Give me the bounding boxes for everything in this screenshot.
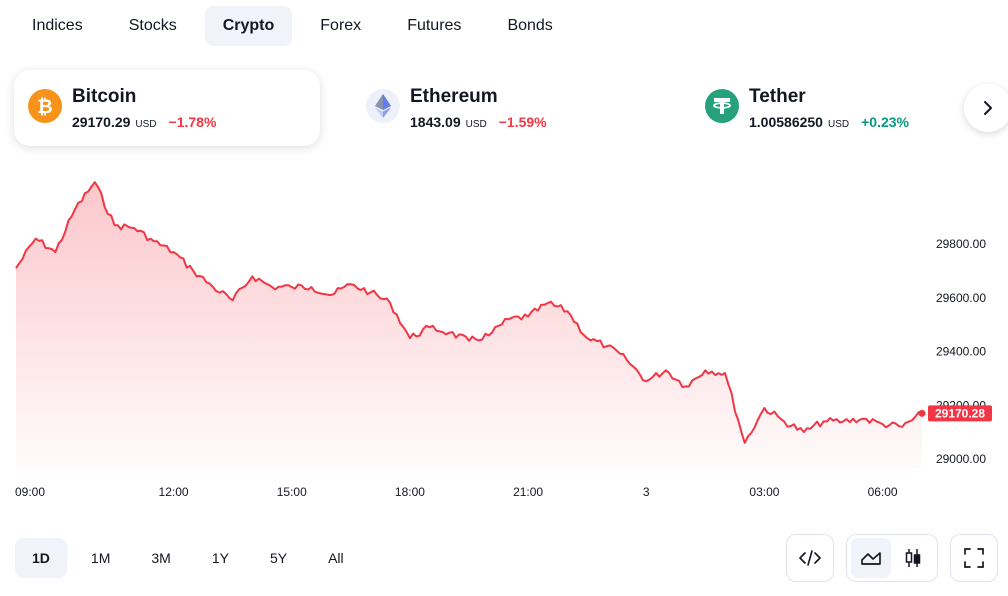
range-all[interactable]: All: [328, 550, 344, 566]
ticker-change: +0.23%: [861, 114, 909, 130]
range-1d[interactable]: 1D: [15, 538, 67, 578]
bitcoin-icon: ₿: [28, 89, 62, 123]
ticker-name: Ethereum: [410, 86, 498, 107]
market-tabs: Indices Stocks Crypto Forex Futures Bond…: [14, 6, 581, 46]
x-tick-label: 3: [643, 485, 650, 499]
ticker-carousel: ₿ Bitcoin 29170.29 USD −1.78% Ethereum 1…: [14, 70, 1008, 148]
x-tick-label: 12:00: [159, 485, 189, 499]
ethereum-icon: [366, 89, 400, 123]
ticker-card-bitcoin[interactable]: ₿ Bitcoin 29170.29 USD −1.78%: [14, 70, 320, 146]
last-price-badge: [928, 405, 992, 422]
chevron-right-icon: [984, 101, 992, 115]
ticker-change: −1.59%: [498, 114, 547, 130]
tab-bonds[interactable]: Bonds: [507, 17, 553, 34]
area-chart-icon: [861, 552, 881, 565]
tab-forex[interactable]: Forex: [320, 17, 362, 34]
price-line: [15, 181, 923, 444]
area-chart-button[interactable]: [851, 538, 891, 578]
fullscreen-button[interactable]: [950, 534, 998, 582]
fullscreen-icon: [964, 548, 984, 568]
ticker-name: Bitcoin: [72, 86, 137, 107]
last-price-label: 29170.28: [935, 406, 985, 420]
ticker-card-tether[interactable]: Tether 1.00586250 USD +0.23%: [691, 70, 997, 146]
ticker-currency: USD: [827, 119, 850, 130]
range-1y[interactable]: 1Y: [211, 550, 229, 566]
tab-stocks[interactable]: Stocks: [128, 17, 177, 34]
ticker-price: 1843.09: [410, 114, 461, 130]
y-tick-label: 29800.00: [936, 237, 986, 251]
ticker-currency: USD: [465, 119, 487, 130]
y-tick-label: 29400.00: [936, 345, 986, 359]
tether-icon: [705, 89, 739, 123]
last-price-dot: [918, 409, 926, 417]
candlestick-chart-button[interactable]: [893, 538, 933, 578]
embed-code-button[interactable]: [786, 534, 834, 582]
x-tick-label: 18:00: [395, 485, 425, 499]
ticker-card-ethereum[interactable]: Ethereum 1843.09 USD −1.59%: [352, 70, 658, 146]
y-tick-label: 29000.00: [936, 452, 986, 466]
ticker-currency: USD: [135, 119, 157, 130]
x-tick-label: 03:00: [749, 485, 779, 499]
chart-style-toggle: [846, 534, 938, 582]
price-chart[interactable]: 29800.0029600.0029400.0029200.0029000.00…: [0, 150, 1008, 510]
range-3m[interactable]: 3M: [151, 550, 171, 566]
svg-text:₿: ₿: [37, 96, 52, 117]
code-icon: [799, 550, 821, 566]
tab-crypto[interactable]: Crypto: [204, 6, 293, 46]
range-5y[interactable]: 5Y: [269, 550, 288, 566]
ticker-price: 29170.29: [72, 114, 131, 130]
price-area-fill: [16, 182, 922, 468]
y-tick-label: 29600.00: [936, 291, 986, 305]
tab-indices[interactable]: Indices: [32, 17, 83, 34]
x-tick-label: 15:00: [277, 485, 307, 499]
candlestick-icon: [905, 549, 921, 567]
carousel-next-button[interactable]: [964, 84, 1008, 132]
tab-futures[interactable]: Futures: [407, 17, 462, 34]
x-tick-label: 21:00: [513, 485, 543, 499]
ticker-change: −1.78%: [168, 114, 217, 130]
time-range-selector: 1D 1M 3M 1Y 5Y All: [15, 538, 368, 578]
ticker-name: Tether: [749, 86, 806, 107]
range-1m[interactable]: 1M: [90, 550, 111, 566]
x-tick-label: 09:00: [15, 485, 45, 499]
ticker-price: 1.00586250: [749, 114, 823, 130]
x-tick-label: 06:00: [868, 485, 898, 499]
